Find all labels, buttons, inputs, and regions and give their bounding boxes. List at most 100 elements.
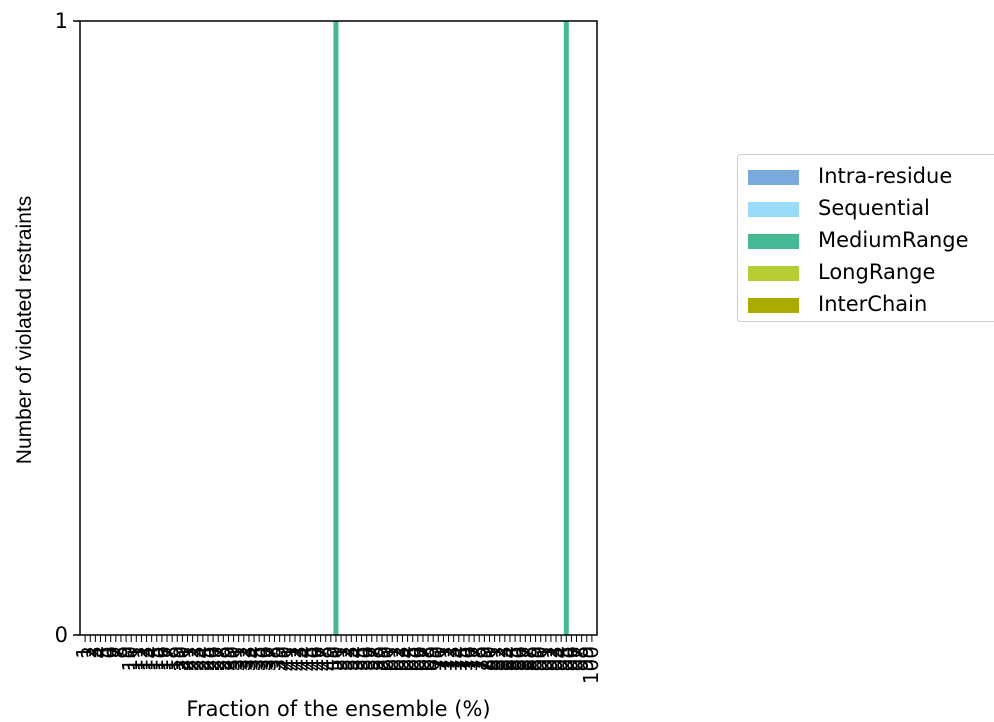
x-tick-label: 54: [343, 646, 367, 671]
x-tick-label: 23: [185, 646, 209, 671]
y-axis-label: Number of violated restraints: [13, 195, 36, 465]
x-tick-label: 22: [180, 646, 204, 671]
x-tick-label: 65: [400, 646, 424, 671]
x-tick-label: 45: [297, 646, 321, 671]
x-tick-label: 27: [205, 646, 229, 671]
x-tick-label: 59: [369, 646, 393, 671]
x-tick-label: 90: [528, 646, 552, 671]
legend-label: Sequential: [818, 196, 930, 220]
x-tick-label: 72: [436, 646, 460, 671]
x-tick-label: 100: [579, 646, 603, 684]
legend-label: InterChain: [818, 292, 928, 316]
x-tick-label: 11: [123, 646, 147, 671]
x-tick-label: 52: [333, 646, 357, 671]
x-tick-label: 19: [164, 646, 188, 671]
x-tick-label: 60: [374, 646, 398, 671]
x-tick-label: 17: [154, 646, 178, 671]
x-tick-label: 63: [389, 646, 413, 671]
x-tick-label: 57: [359, 646, 383, 671]
x-tick-label: 31: [226, 646, 250, 671]
x-tick-label: 74: [446, 646, 470, 671]
x-tick-label: 30: [221, 646, 245, 671]
x-tick-label: 20: [169, 646, 193, 671]
x-tick-label: 70: [425, 646, 449, 671]
x-tick-label: 86: [507, 646, 531, 671]
y-axis: 01: [55, 9, 80, 647]
x-tick-label: 53: [338, 646, 362, 671]
x-tick-label: 82: [487, 646, 511, 671]
x-tick-label: 13: [134, 646, 158, 671]
x-tick-label: 64: [395, 646, 419, 671]
x-tick-label: 96: [558, 646, 582, 671]
x-tick-label: 21: [174, 646, 198, 671]
x-tick-label: 58: [364, 646, 388, 671]
x-tick-label: 26: [200, 646, 224, 671]
x-tick-label: 47: [308, 646, 332, 671]
plot-frame: [79, 20, 598, 636]
legend: Intra-residue Sequential MediumRange Lon…: [737, 154, 994, 322]
x-tick-label: 7: [103, 646, 127, 659]
y-tick-label: 0: [55, 623, 68, 647]
x-tick-label: 98: [569, 646, 593, 671]
x-tick-label: 39: [267, 646, 291, 671]
x-tick-label: 5: [93, 646, 117, 659]
x-tick-label: 9: [113, 646, 137, 659]
x-tick-label: 12: [128, 646, 152, 671]
x-axis-label: Fraction of the ensemble (%): [186, 697, 491, 721]
x-tick-label: 56: [354, 646, 378, 671]
x-tick-label: 35: [246, 646, 270, 671]
x-tick-label: 3: [82, 646, 106, 659]
legend-swatch: [748, 170, 799, 185]
x-tick-label: 38: [262, 646, 286, 671]
x-tick-label: 95: [553, 646, 577, 671]
x-axis: 1234567891011121314151617181920212223242…: [72, 635, 603, 684]
x-tick-label: 36: [251, 646, 275, 671]
x-tick-label: 14: [139, 646, 163, 671]
x-tick-label: 25: [195, 646, 219, 671]
x-tick-label: 41: [277, 646, 301, 671]
x-tick-label: 50: [323, 646, 347, 671]
x-tick-label: 61: [379, 646, 403, 671]
x-tick-label: 18: [159, 646, 183, 671]
x-tick-label: 24: [190, 646, 214, 671]
x-tick-label: 89: [523, 646, 547, 671]
x-tick-label: 67: [410, 646, 434, 671]
x-tick-label: 8: [108, 646, 132, 659]
x-tick-label: 92: [538, 646, 562, 671]
bar-mediumrange-50: [333, 21, 339, 635]
x-tick-label: 32: [231, 646, 255, 671]
x-tick-label: 69: [420, 646, 444, 671]
x-tick-label: 28: [210, 646, 234, 671]
x-tick-label: 81: [482, 646, 506, 671]
x-tick-label: 4: [87, 646, 111, 659]
x-tick-label: 46: [302, 646, 326, 671]
x-tick-label: 68: [415, 646, 439, 671]
x-tick-label: 99: [574, 646, 598, 671]
legend-swatch: [748, 298, 799, 313]
y-axis-label-wrap: Number of violated restraints: [10, 160, 40, 500]
x-tick-label: 6: [98, 646, 122, 659]
x-tick-label: 10: [118, 646, 142, 671]
legend-label: LongRange: [818, 260, 936, 284]
x-tick-label: 62: [384, 646, 408, 671]
x-tick-label: 93: [543, 646, 567, 671]
bar-mediumrange-95: [563, 21, 569, 635]
legend-label: Intra-residue: [818, 164, 953, 188]
x-tick-label: 55: [349, 646, 373, 671]
legend-swatch: [748, 234, 799, 249]
x-tick-label: 44: [292, 646, 316, 671]
x-tick-label: 16: [149, 646, 173, 671]
x-tick-label: 48: [313, 646, 337, 671]
x-tick-label: 83: [492, 646, 516, 671]
x-tick-label: 75: [451, 646, 475, 671]
x-tick-label: 15: [144, 646, 168, 671]
x-tick-label: 85: [502, 646, 526, 671]
x-tick-label: 34: [241, 646, 265, 671]
legend-label: MediumRange: [818, 228, 969, 252]
x-tick-label: 66: [405, 646, 429, 671]
x-tick-label: 94: [548, 646, 572, 671]
x-tick-label: 78: [466, 646, 490, 671]
x-tick-label: 42: [282, 646, 306, 671]
x-tick-label: 79: [471, 646, 495, 671]
